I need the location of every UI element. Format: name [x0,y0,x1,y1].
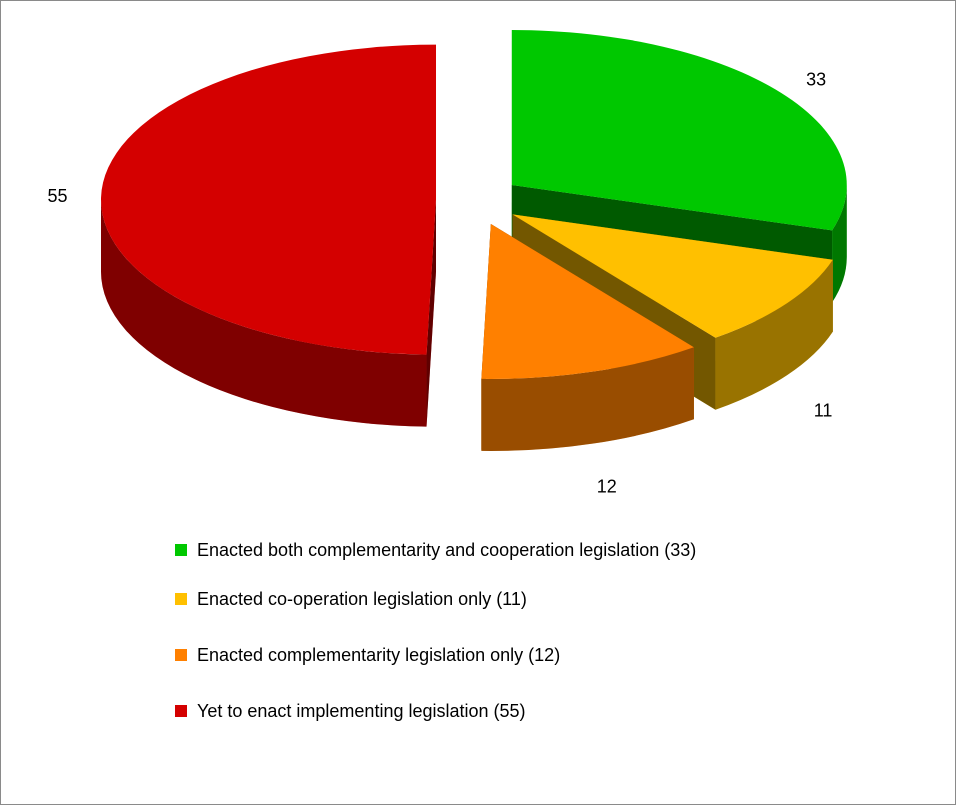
legend-item: Enacted complementarity legislation only… [175,641,875,670]
legend-swatch [175,593,187,605]
slice-side-shade [715,259,833,410]
data-label: 55 [47,186,67,206]
slice [511,30,847,231]
slice-side [481,347,694,451]
legend-label: Enacted both complementarity and coopera… [197,540,697,560]
slice [481,223,694,379]
legend-swatch [175,544,187,556]
data-label: 33 [806,70,826,90]
legend-label: Yet to enact implementing legislation (5… [197,701,526,721]
data-label: 12 [597,476,617,496]
slice-wall-shade [426,199,437,427]
slice-side-shade [101,199,427,427]
slice [101,44,437,355]
legend: Enacted both complementarity and coopera… [175,536,875,753]
slice-side [832,185,847,303]
data-label: 11 [814,400,833,420]
legend-item: Yet to enact implementing legislation (5… [175,697,875,726]
legend-item: Enacted both complementarity and coopera… [175,536,875,565]
legend-label: Enacted complementarity legislation only… [197,645,561,665]
slice-side [715,259,833,410]
slice-side-shade [832,185,847,303]
legend-swatch [175,649,187,661]
slice-side [101,199,427,427]
slice-side-shade [481,347,694,451]
legend-swatch [175,705,187,717]
legend-label: Enacted co-operation legislation only (1… [197,589,527,609]
slice [512,214,833,338]
legend-item: Enacted co-operation legislation only (1… [175,585,875,614]
